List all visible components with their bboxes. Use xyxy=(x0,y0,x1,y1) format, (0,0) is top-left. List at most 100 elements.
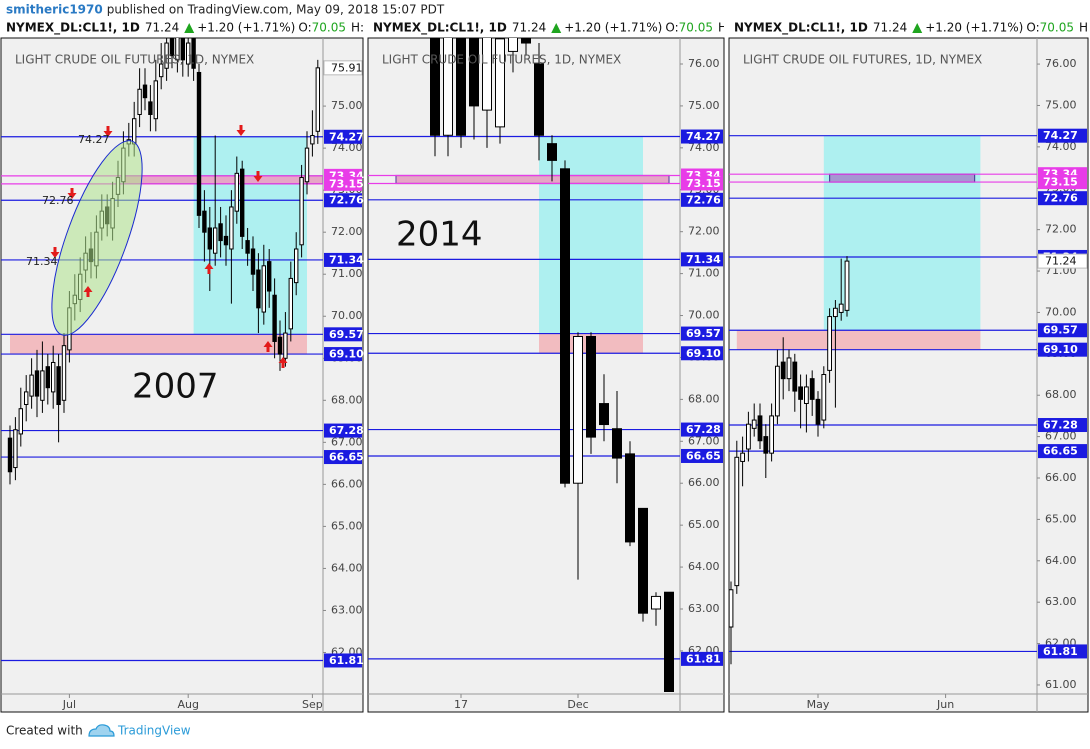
level-label: 66.65 xyxy=(1043,445,1078,458)
candle-body xyxy=(137,88,142,115)
candle-body xyxy=(196,71,202,216)
y-tick-label: 71.00 xyxy=(688,267,720,280)
y-tick-label: 74.00 xyxy=(688,141,720,154)
y-tick-label: 74.00 xyxy=(1045,140,1077,153)
zone xyxy=(823,135,981,331)
level-label: 69.57 xyxy=(329,328,364,341)
x-tick-label: Jul xyxy=(62,698,76,711)
candle-body xyxy=(29,374,34,397)
y-tick-label: 75.00 xyxy=(1045,98,1077,111)
candle-body xyxy=(769,415,775,454)
status-text: +1.20 (+1.71%) xyxy=(197,21,295,35)
panel-header-bg xyxy=(729,18,1088,38)
candle-body xyxy=(180,38,186,61)
chart-panel: 62.0063.0064.0065.0066.0067.0068.0069.00… xyxy=(0,18,364,713)
y-tick-label: 70.00 xyxy=(688,309,720,322)
zone xyxy=(10,334,307,355)
candle-body xyxy=(45,366,50,389)
status-text: +1.20 (+1.71%) xyxy=(564,21,662,35)
level-label-bg xyxy=(681,176,723,191)
x-tick-label: 17 xyxy=(454,698,468,711)
candle-body xyxy=(18,408,24,435)
zone xyxy=(736,330,981,350)
arrow-up xyxy=(278,357,288,368)
annotation: 2007 xyxy=(132,367,219,407)
candle-body xyxy=(40,370,45,401)
zone xyxy=(122,175,323,185)
level-label-bg xyxy=(681,422,723,437)
candle-body xyxy=(213,227,218,254)
candle-body xyxy=(256,269,261,309)
level-label-bg xyxy=(1038,342,1087,357)
level-label-bg xyxy=(1038,128,1087,143)
candle-body xyxy=(521,38,531,44)
level-label: 66.65 xyxy=(686,449,721,462)
status-text: O: xyxy=(665,21,678,35)
level-label: 61.81 xyxy=(1043,645,1078,658)
arrow-down xyxy=(50,247,60,258)
level-label: 61.81 xyxy=(329,654,364,667)
logo xyxy=(88,724,115,737)
candle-body xyxy=(757,415,763,442)
y-tick-label: 63.00 xyxy=(1045,595,1077,608)
y-tick-label: 63.00 xyxy=(331,603,363,616)
x-tick-label: May xyxy=(807,698,830,711)
level-label-bg xyxy=(681,448,723,463)
status-line: NYMEX_DL:CL1!, 1D 71.24 +1.20 (+1.71%) O: 70… xyxy=(373,21,724,36)
last-price-label: 71.24 xyxy=(1045,255,1077,268)
footer-brand[interactable]: TradingView xyxy=(117,724,191,738)
level-label-bg xyxy=(324,423,362,438)
candle-body xyxy=(304,147,310,183)
candle-body xyxy=(763,436,769,454)
x-tick-label: Aug xyxy=(177,698,198,711)
candle-body xyxy=(740,452,746,462)
level-label-bg xyxy=(324,129,362,144)
candle-body xyxy=(132,118,137,145)
panel-header-bg xyxy=(1,18,363,38)
y-tick-label: 71.00 xyxy=(331,267,363,280)
candle-body xyxy=(430,38,440,136)
y-tick-label: 61.00 xyxy=(1045,678,1077,691)
status-text: O: xyxy=(1026,21,1039,35)
candle-body xyxy=(664,591,674,692)
status-text: 70.05 xyxy=(1040,21,1074,35)
level-label: 71.34 xyxy=(329,253,364,266)
level-label-bg xyxy=(1038,175,1087,190)
level-label-bg xyxy=(681,129,723,144)
level-label: 67.28 xyxy=(329,424,364,437)
price-note: 74.27 xyxy=(78,133,110,146)
candle-body xyxy=(838,303,844,313)
candle-body xyxy=(218,223,223,242)
y-tick-label: 64.00 xyxy=(331,561,363,574)
candle-body xyxy=(288,277,294,330)
author[interactable]: smitheric1970 xyxy=(6,3,103,17)
published: published on TradingView.com, May 09, 20… xyxy=(107,3,445,17)
candle-body xyxy=(508,38,518,52)
level-label: 74.27 xyxy=(329,130,364,143)
level-label: 69.57 xyxy=(1043,324,1078,337)
candle-body xyxy=(51,361,56,393)
level-label-bg xyxy=(324,176,362,191)
level-label: 67.28 xyxy=(686,423,721,436)
candle-body xyxy=(164,42,169,69)
candle-body xyxy=(809,378,815,400)
y-tick-label: 67.00 xyxy=(331,435,363,448)
level-label: 72.76 xyxy=(1043,192,1078,205)
candle-body xyxy=(148,101,153,115)
y-tick-label: 76.00 xyxy=(688,57,720,70)
candle-body xyxy=(7,437,13,473)
arrows xyxy=(50,125,288,368)
candle-body xyxy=(833,307,838,318)
candle-body xyxy=(191,38,196,69)
level-label: 69.10 xyxy=(686,347,721,360)
zone xyxy=(828,173,976,183)
level-label-bg xyxy=(1038,444,1087,459)
y-tick-label: 64.00 xyxy=(688,560,720,573)
candle-body xyxy=(821,374,827,421)
y-tick-label: 65.00 xyxy=(688,518,720,531)
arrow-down xyxy=(67,188,77,199)
candle-body xyxy=(573,335,583,484)
level-label-bg xyxy=(681,346,723,361)
y-tick-label: 75.00 xyxy=(331,99,363,112)
candle-body xyxy=(827,316,833,371)
